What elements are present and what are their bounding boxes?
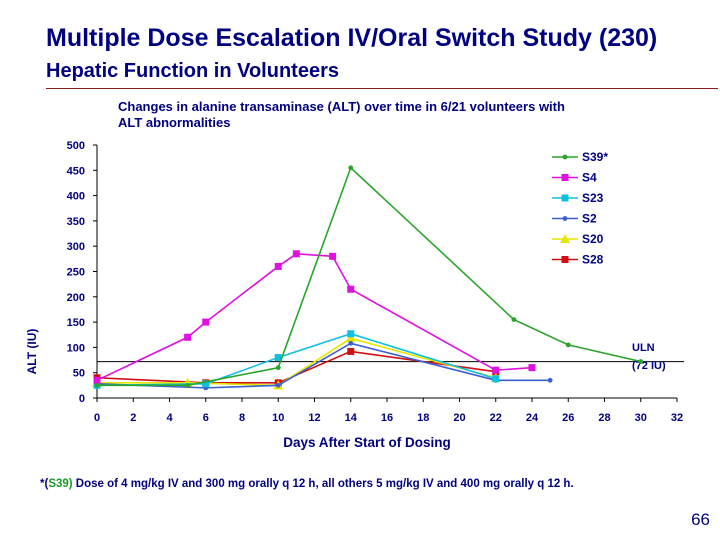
legend-marker-s4: [562, 174, 569, 181]
legend-item-s23: S23: [552, 191, 604, 205]
data-point-s23: [347, 330, 354, 337]
series-line-s39: [97, 168, 641, 386]
x-tick-label: 22: [490, 412, 502, 424]
legend-label-s39: S39*: [582, 150, 608, 164]
y-tick-label: 50: [73, 368, 85, 380]
uln-label: ULN: [632, 342, 655, 354]
x-tick-label: 26: [562, 412, 574, 424]
data-point-s4: [347, 286, 354, 293]
series-line-s23: [97, 334, 496, 386]
data-point-s39: [95, 383, 100, 388]
data-point-s4: [329, 253, 336, 260]
data-point-s4: [293, 250, 300, 257]
data-point-s39: [638, 359, 643, 364]
legend-label-s23: S23: [582, 191, 604, 205]
data-point-s39: [276, 365, 281, 370]
data-point-s4: [275, 263, 282, 270]
x-tick-label: 32: [671, 412, 683, 424]
y-tick-label: 0: [79, 393, 85, 405]
data-point-s23: [492, 375, 499, 382]
x-tick-label: 30: [635, 412, 647, 424]
y-tick-label: 500: [67, 140, 85, 152]
footnote: *(S39) Dose of 4 mg/kg IV and 300 mg ora…: [40, 478, 574, 490]
legend-label-s28: S28: [582, 253, 604, 267]
x-tick-label: 6: [203, 412, 209, 424]
x-tick-label: 2: [130, 412, 136, 424]
y-tick-label: 150: [67, 317, 85, 329]
x-tick-label: 20: [453, 412, 465, 424]
data-point-s4: [202, 319, 209, 326]
data-point-s39: [348, 165, 353, 170]
y-tick-label: 450: [67, 165, 85, 177]
page-number: 66: [691, 510, 710, 530]
y-tick-label: 350: [67, 216, 85, 228]
series-line-s28: [97, 351, 496, 382]
data-point-s4: [492, 367, 499, 374]
legend-item-s4: S4: [552, 171, 597, 185]
data-point-s2: [348, 341, 353, 346]
y-tick-label: 300: [67, 241, 85, 253]
x-tick-label: 16: [381, 412, 393, 424]
x-tick-label: 8: [239, 412, 245, 424]
legend-item-s2: S2: [552, 212, 597, 226]
y-tick-label: 250: [67, 267, 85, 279]
legend-marker-s39: [563, 155, 568, 160]
x-tick-label: 14: [345, 412, 358, 424]
data-point-s39: [566, 342, 571, 347]
data-point-s39: [185, 383, 190, 388]
x-tick-label: 0: [94, 412, 100, 424]
footnote-text: Dose of 4 mg/kg IV and 300 mg orally q 1…: [73, 478, 574, 490]
legend-marker-s23: [562, 195, 569, 202]
legend-label-s4: S4: [582, 171, 597, 185]
data-point-s2: [548, 378, 553, 383]
data-point-s4: [529, 364, 536, 371]
legend-item-s20: S20: [552, 232, 604, 246]
legend-marker-s2: [563, 216, 568, 221]
x-axis-label: Days After Start of Dosing: [283, 435, 451, 450]
data-point-s39: [511, 317, 516, 322]
footnote-subject-id: S39): [48, 478, 72, 490]
x-tick-label: 28: [598, 412, 610, 424]
legend-marker-s28: [562, 256, 569, 263]
x-tick-label: 18: [417, 412, 429, 424]
legend-label-s2: S2: [582, 212, 597, 226]
legend-item-s28: S28: [552, 253, 604, 267]
uln-label: (72 IU): [632, 360, 666, 372]
x-tick-label: 24: [526, 412, 539, 424]
y-tick-label: 400: [67, 191, 85, 203]
legend-item-s39: S39*: [552, 150, 608, 164]
data-point-s4: [94, 377, 101, 384]
x-tick-label: 4: [166, 412, 173, 424]
y-tick-label: 200: [67, 292, 85, 304]
x-tick-label: 10: [272, 412, 284, 424]
y-tick-label: 100: [67, 342, 85, 354]
data-point-s2: [276, 383, 281, 388]
y-axis-label: ALT (IU): [25, 329, 39, 375]
x-tick-label: 12: [308, 412, 320, 424]
legend-label-s20: S20: [582, 232, 604, 246]
data-point-s28: [347, 348, 354, 355]
data-point-s4: [184, 334, 191, 341]
